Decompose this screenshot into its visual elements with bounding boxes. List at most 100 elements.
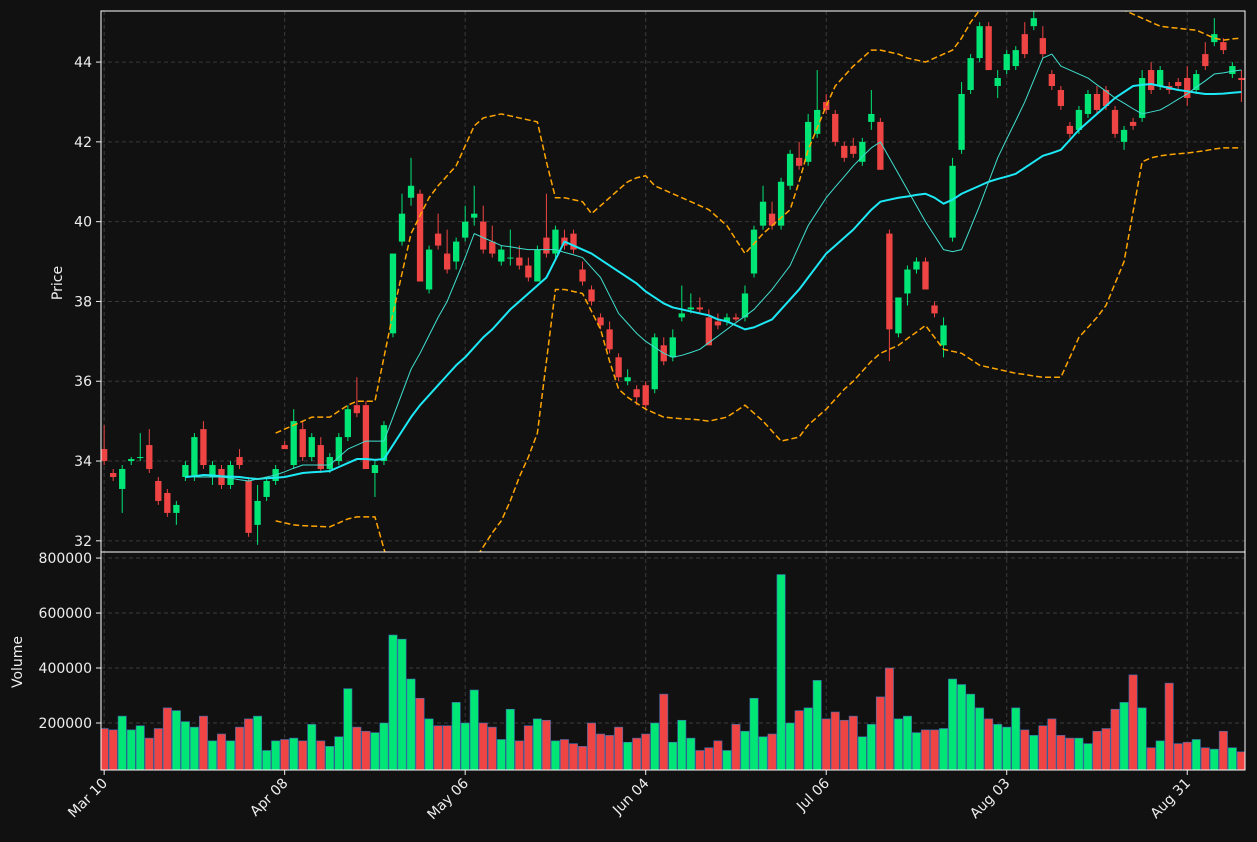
volume-bar [1182, 741, 1192, 770]
candle-body [137, 457, 144, 459]
volume-bar [1065, 737, 1075, 770]
y-tick-label: 34 [74, 454, 92, 470]
candle-body [191, 437, 198, 477]
candle-body [669, 337, 676, 358]
volume-bar [578, 746, 587, 770]
volume-bar [541, 719, 551, 770]
volume-bar [893, 718, 903, 770]
candle-body [290, 421, 297, 466]
volume-bar [1029, 735, 1039, 770]
candle-body [263, 480, 270, 497]
volume-bar [587, 722, 596, 770]
volume-bar [623, 741, 633, 770]
candle-body [299, 429, 306, 458]
candle-body [958, 93, 965, 150]
y-tick-label: 44 [74, 55, 92, 71]
candle-body [1039, 38, 1046, 55]
volume-axis-label: Volume [10, 636, 26, 688]
candle-body [642, 385, 649, 406]
candle-body [155, 480, 162, 501]
volume-bar [451, 702, 461, 770]
volume-bar [1020, 729, 1030, 770]
candle-body [236, 457, 243, 466]
volume-bar [839, 719, 849, 770]
volume-bar [442, 725, 452, 770]
y-tick-label: 400000 [39, 661, 92, 677]
volume-bar [244, 718, 254, 770]
volume-bar [180, 721, 190, 770]
candle-body [281, 445, 288, 450]
y-tick-label: 800000 [39, 551, 92, 567]
volume-bar [614, 726, 624, 770]
candle-body [714, 321, 722, 326]
candle-body [768, 213, 776, 226]
candle-body [895, 297, 902, 334]
price-axis-label: Price [50, 266, 66, 300]
candle-body [696, 307, 704, 310]
volume-bar [424, 718, 434, 770]
y-tick-label: 32 [74, 534, 92, 550]
volume-bar [189, 726, 199, 770]
volume-bar [857, 736, 867, 770]
candle-body [777, 181, 785, 226]
volume-bars [101, 574, 1245, 770]
volume-bar [171, 710, 181, 770]
volume-bar [208, 740, 217, 770]
candle-body [507, 257, 514, 259]
volume-bar [758, 736, 768, 770]
candle-body [1175, 82, 1182, 87]
candle-body [1211, 34, 1218, 43]
volume-bar [1002, 726, 1012, 770]
volume-bar [1074, 737, 1084, 770]
candle-body [1111, 109, 1119, 134]
volume-bar [740, 730, 750, 770]
volume-bar [1083, 743, 1093, 770]
volume-bar [198, 715, 208, 770]
indicator-line [185, 83, 1242, 480]
candle-body [1220, 42, 1227, 51]
y-tick-label: 38 [74, 294, 92, 310]
candle-body [633, 389, 640, 398]
volume-bar [415, 697, 425, 770]
candles [101, 11, 1245, 545]
candle-body [877, 121, 884, 170]
volume-bar [686, 737, 696, 770]
volume-bar [884, 667, 894, 770]
volume-bar [848, 715, 858, 770]
volume-bar [487, 726, 497, 770]
candle-body [922, 261, 929, 290]
candle-body [823, 101, 830, 110]
volume-bar [912, 732, 921, 770]
candle-body [750, 229, 758, 274]
volume-bar [361, 730, 371, 770]
volume-bar [262, 750, 272, 770]
volume-bar [948, 678, 958, 770]
volume-bar [144, 737, 154, 770]
volume-bar [731, 724, 741, 770]
volume-bar [957, 684, 967, 770]
volume-bar [749, 697, 759, 770]
volume-bar [560, 739, 569, 770]
candle-body [795, 157, 803, 166]
volume-bar [1119, 702, 1129, 770]
candle-body [606, 329, 613, 350]
volume-bar [984, 718, 994, 770]
candle-body [173, 504, 180, 513]
candle-body [805, 121, 812, 162]
volume-bar [695, 750, 705, 770]
indicator-line [194, 53, 1242, 482]
candle-body [1147, 70, 1155, 90]
volume-bar [812, 680, 822, 770]
volume-bar [1173, 743, 1183, 770]
candle-body [579, 269, 586, 282]
candle-body [1193, 74, 1200, 90]
volume-bar [1191, 739, 1201, 770]
candle-body [245, 480, 252, 533]
candle-body [389, 253, 397, 334]
candle-body [416, 193, 424, 282]
candle-body [254, 500, 261, 525]
indicator-lines [185, 11, 1242, 552]
volume-bar [704, 747, 714, 770]
candle-body [931, 305, 938, 314]
volume-bar [605, 735, 615, 770]
